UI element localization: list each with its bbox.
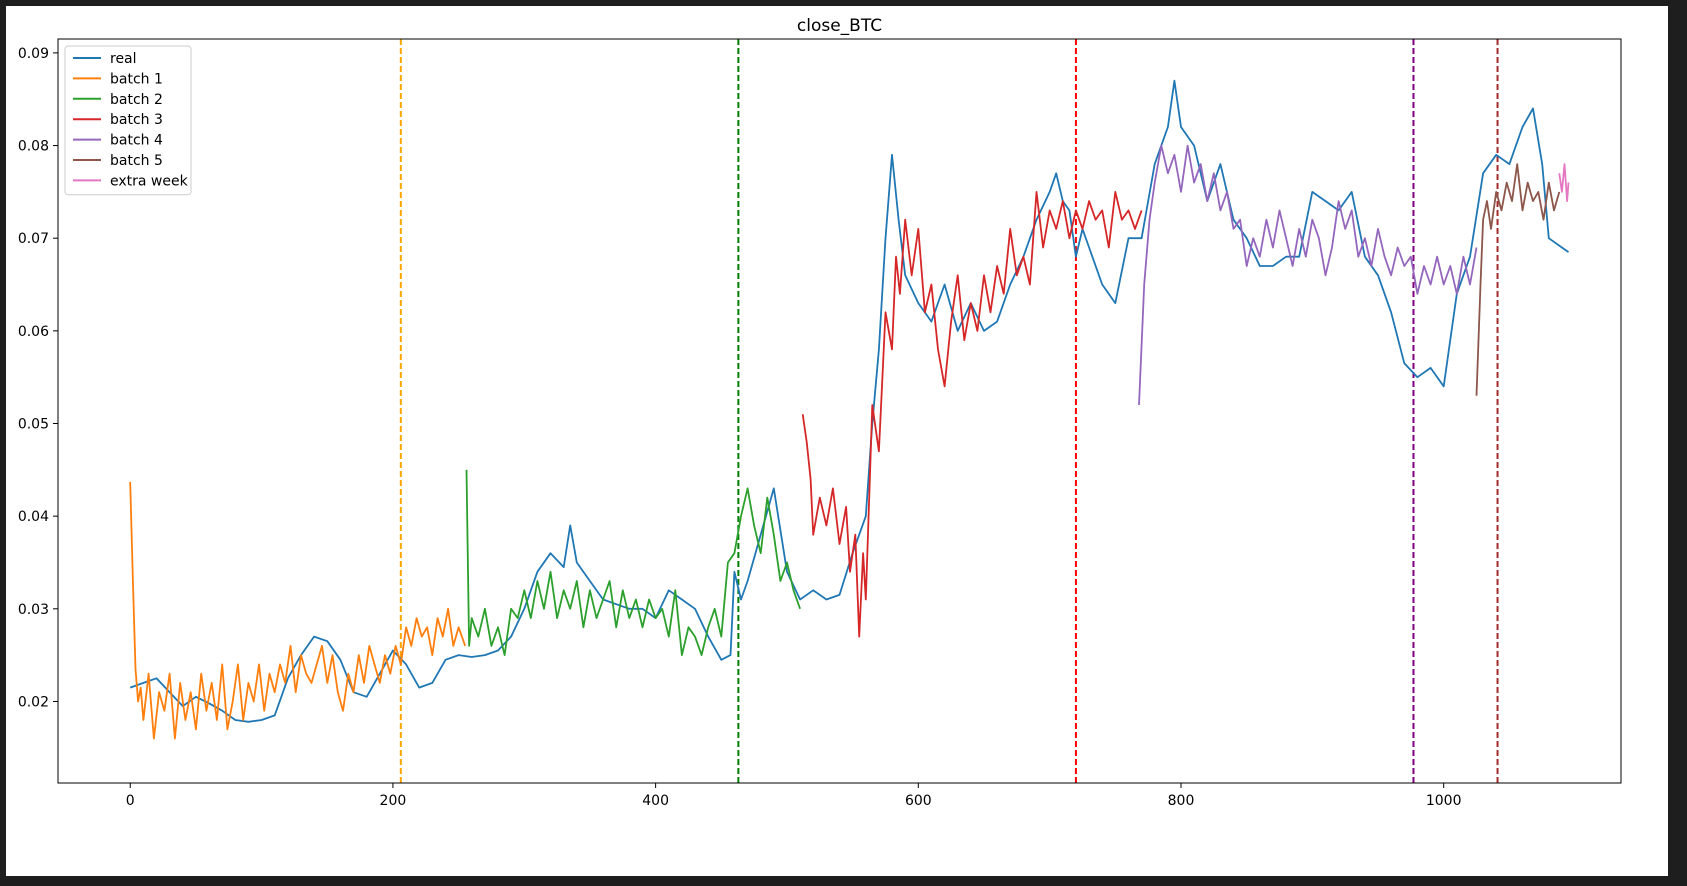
legend-label: batch 4 <box>110 133 163 149</box>
legend: real batch 1 batch 2 batch 3 batch 4 batch 5 e… <box>64 45 192 196</box>
series-line-1 <box>129 79 1570 723</box>
y-tick-label: 0.06 <box>18 324 49 340</box>
x-tick-label: 600 <box>905 793 932 809</box>
series-line-6 <box>1475 163 1561 396</box>
y-tick-label: 0.08 <box>18 139 49 155</box>
vertical-markers <box>399 39 1499 783</box>
legend-box <box>64 45 192 196</box>
axes-frame <box>57 38 1622 784</box>
y-tick-label: 0.05 <box>18 417 49 433</box>
chart-title: close_BTC <box>797 16 882 36</box>
legend-label: extra week <box>110 173 189 189</box>
y-tick-label: 0.02 <box>18 694 49 710</box>
legend-label: batch 3 <box>110 112 163 128</box>
legend-label: batch 2 <box>110 92 163 108</box>
chart-frame: close_BTC 0 200 400 600 800 1000 0.02 0.03 0.04… <box>6 6 1668 876</box>
series-line-2 <box>129 481 467 740</box>
legend-label: batch 1 <box>110 71 163 87</box>
x-tick-label: 800 <box>1168 793 1195 809</box>
y-tick-label: 0.04 <box>18 509 49 525</box>
series-line-5 <box>1138 144 1478 406</box>
series-line-3 <box>465 469 801 656</box>
x-tick-label: 0 <box>126 793 135 809</box>
legend-label: real <box>110 51 137 67</box>
series-line-4 <box>801 190 1143 638</box>
x-tick-label: 400 <box>642 793 669 809</box>
x-tick-label: 200 <box>380 793 407 809</box>
line-chart: close_BTC 0 200 400 600 800 1000 0.02 0.03 0.04… <box>18 16 1622 809</box>
y-axis: 0.02 0.03 0.04 0.05 0.06 0.07 0.08 0.09 <box>18 46 58 710</box>
series-line-7 <box>1558 163 1570 203</box>
y-tick-label: 0.03 <box>18 602 49 618</box>
y-tick-label: 0.07 <box>18 231 49 247</box>
x-tick-label: 1000 <box>1426 793 1462 809</box>
legend-label: batch 5 <box>110 153 163 169</box>
y-tick-label: 0.09 <box>18 46 49 62</box>
series-lines <box>129 79 1570 740</box>
x-axis: 0 200 400 600 800 1000 <box>126 783 1462 809</box>
